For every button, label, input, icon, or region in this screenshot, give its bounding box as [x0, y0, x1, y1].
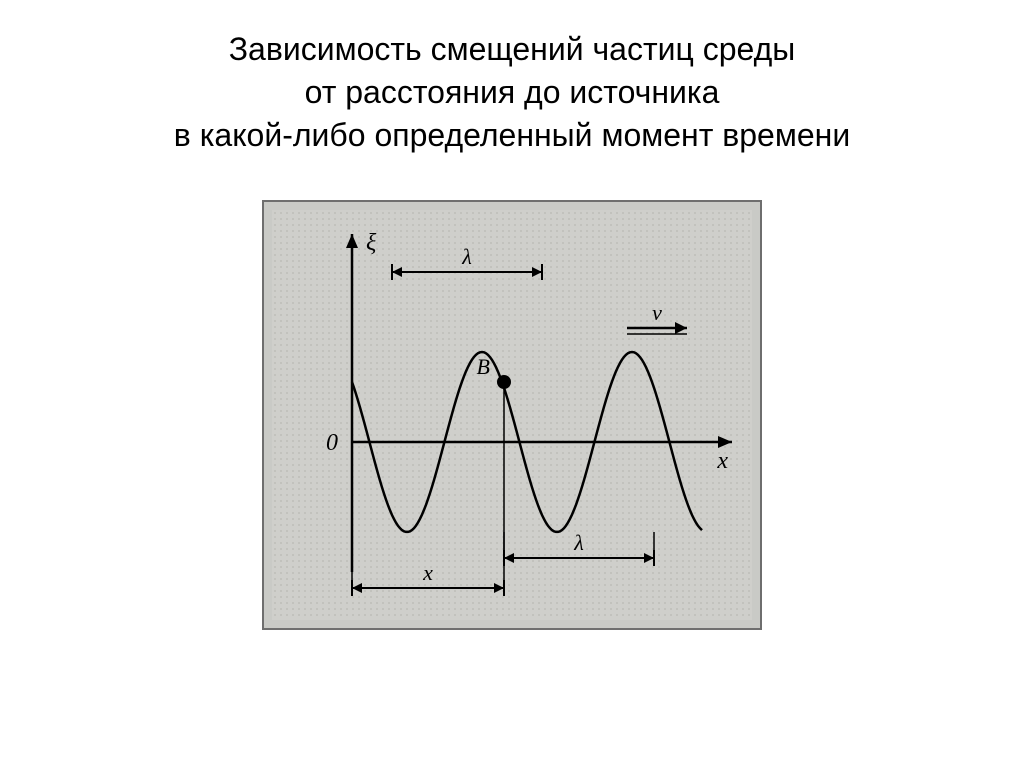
svg-text:λ: λ: [461, 244, 472, 269]
origin-label: 0: [326, 430, 338, 456]
x-axis-arrowhead: [718, 436, 732, 448]
y-axis-label: ξ: [366, 230, 377, 256]
svg-text:B: B: [477, 354, 490, 379]
title-line-1: Зависимость смещений частиц среды: [229, 31, 796, 67]
wave-diagram: λ λ x B v ξ x 0: [272, 210, 752, 620]
diagram-background: λ λ x B v ξ x 0: [272, 210, 752, 620]
title-line-3: в какой-либо определенный момент времени: [174, 117, 850, 153]
diagram-frame: λ λ x B v ξ x 0: [262, 200, 762, 630]
title-line-2: от расстояния до источника: [305, 74, 720, 110]
velocity-arrow: v: [627, 300, 687, 334]
svg-text:λ: λ: [573, 530, 584, 555]
axes: [346, 234, 732, 572]
lambda-top-dimension: λ: [392, 244, 542, 280]
point-B: B: [477, 354, 511, 389]
x-dimension: x: [352, 382, 504, 596]
y-axis-arrowhead: [346, 234, 358, 248]
x-axis-label: x: [716, 448, 728, 474]
svg-text:x: x: [422, 560, 433, 585]
svg-text:v: v: [652, 300, 662, 325]
slide-title: Зависимость смещений частиц среды от рас…: [0, 28, 1024, 158]
slide-container: Зависимость смещений частиц среды от рас…: [0, 0, 1024, 767]
lambda-bottom-dimension: λ: [504, 530, 654, 566]
